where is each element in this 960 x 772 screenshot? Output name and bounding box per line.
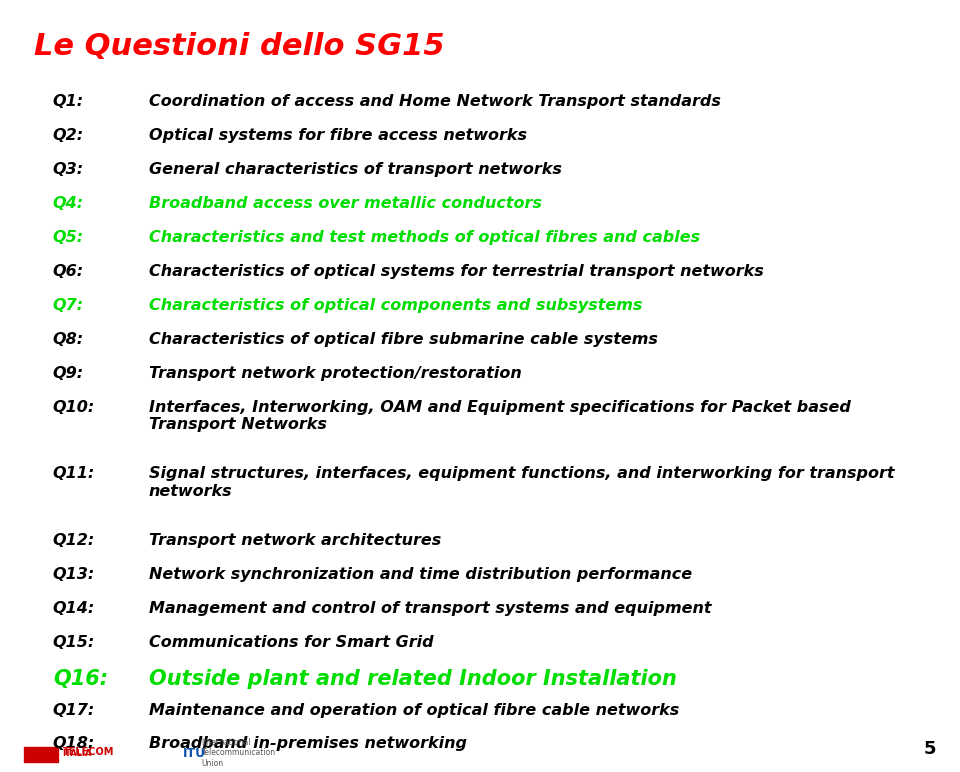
Text: Broadband access over metallic conductors: Broadband access over metallic conductor…	[149, 196, 541, 211]
Text: Q5:: Q5:	[53, 230, 84, 245]
Text: Q7:: Q7:	[53, 298, 84, 313]
Text: Q6:: Q6:	[53, 264, 84, 279]
Text: Characteristics and test methods of optical fibres and cables: Characteristics and test methods of opti…	[149, 230, 700, 245]
Text: Q1:: Q1:	[53, 94, 84, 109]
Text: TELECOM: TELECOM	[62, 747, 114, 757]
Bar	[24, 752, 58, 757]
Text: General characteristics of transport networks: General characteristics of transport net…	[149, 162, 562, 177]
Text: 5: 5	[924, 740, 936, 758]
Text: Interfaces, Interworking, OAM and Equipment specifications for Packet based
Tran: Interfaces, Interworking, OAM and Equipm…	[149, 400, 851, 432]
Text: Transport network protection/restoration: Transport network protection/restoration	[149, 366, 521, 381]
Text: Management and control of transport systems and equipment: Management and control of transport syst…	[149, 601, 711, 615]
Text: Maintenance and operation of optical fibre cable networks: Maintenance and operation of optical fib…	[149, 703, 679, 717]
Text: Optical systems for fibre access networks: Optical systems for fibre access network…	[149, 128, 527, 143]
Text: Q10:: Q10:	[53, 400, 95, 415]
Text: Q13:: Q13:	[53, 567, 95, 581]
Text: Q16:: Q16:	[53, 669, 108, 689]
Text: Le Questioni dello SG15: Le Questioni dello SG15	[34, 32, 444, 62]
Text: Network synchronization and time distribution performance: Network synchronization and time distrib…	[149, 567, 692, 581]
Text: Q4:: Q4:	[53, 196, 84, 211]
Text: ITU: ITU	[182, 747, 205, 760]
Text: Transport network architectures: Transport network architectures	[149, 533, 441, 547]
Text: Q18:: Q18:	[53, 736, 95, 751]
Text: Characteristics of optical fibre submarine cable systems: Characteristics of optical fibre submari…	[149, 332, 658, 347]
Text: Coordination of access and Home Network Transport standards: Coordination of access and Home Network …	[149, 94, 721, 109]
Text: Broadband in-premises networking: Broadband in-premises networking	[149, 736, 467, 751]
Text: Q17:: Q17:	[53, 703, 95, 717]
Text: International
Telecommunication
Union: International Telecommunication Union	[202, 738, 276, 767]
Text: Outside plant and related Indoor Installation: Outside plant and related Indoor Install…	[149, 669, 677, 689]
Text: Communications for Smart Grid: Communications for Smart Grid	[149, 635, 433, 649]
Text: Q8:: Q8:	[53, 332, 84, 347]
Bar	[24, 758, 58, 762]
Text: Q9:: Q9:	[53, 366, 84, 381]
Text: ITALIA: ITALIA	[62, 749, 92, 758]
Text: Signal structures, interfaces, equipment functions, and interworking for transpo: Signal structures, interfaces, equipment…	[149, 466, 895, 499]
Text: Q15:: Q15:	[53, 635, 95, 649]
Text: Characteristics of optical components and subsystems: Characteristics of optical components an…	[149, 298, 642, 313]
Bar	[24, 747, 58, 751]
Text: Q2:: Q2:	[53, 128, 84, 143]
Text: Q3:: Q3:	[53, 162, 84, 177]
Text: Q14:: Q14:	[53, 601, 95, 615]
Text: Characteristics of optical systems for terrestrial transport networks: Characteristics of optical systems for t…	[149, 264, 763, 279]
Text: Q11:: Q11:	[53, 466, 95, 481]
Text: Q12:: Q12:	[53, 533, 95, 547]
